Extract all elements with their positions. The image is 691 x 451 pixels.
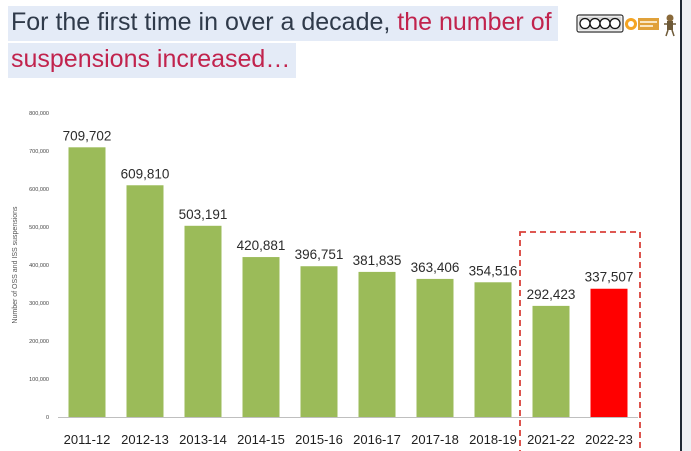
bar-value-label: 381,835 — [353, 253, 402, 268]
y-tick-label: 0 — [46, 415, 49, 421]
bar — [532, 305, 570, 417]
bar — [358, 271, 396, 417]
bar — [242, 257, 280, 417]
mascot-icon — [664, 14, 676, 37]
title-accent-text-2: suspensions increased… — [11, 45, 291, 73]
bar — [126, 185, 164, 417]
x-tick-label: 2011-12 — [64, 432, 111, 447]
title-accent-text: the number of — [390, 8, 552, 36]
slide-title: For the first time in over a decade, the… — [8, 6, 568, 80]
x-tick-label: 2017-18 — [411, 432, 459, 447]
cc-license-badge-icon — [576, 14, 624, 33]
y-tick-label: 200,000 — [29, 339, 49, 345]
x-tick-label: 2015-16 — [295, 432, 343, 447]
bar-value-label: 396,751 — [295, 247, 344, 262]
title-line-2: suspensions increased… — [8, 43, 297, 78]
bar-value-label: 354,516 — [469, 263, 518, 278]
y-tick-label: 800,000 — [29, 111, 49, 117]
window-edge — [680, 0, 691, 451]
window-edge-sliver — [682, 0, 691, 451]
bar-value-label: 292,423 — [527, 287, 576, 302]
x-tick-label: 2014-15 — [237, 432, 285, 447]
x-tick-label: 2012-13 — [121, 432, 169, 447]
y-axis-title: Number of OSS and ISS suspensions — [12, 206, 19, 324]
logo-group — [576, 14, 676, 37]
y-tick-label: 600,000 — [29, 187, 49, 193]
x-tick-label: 2022-23 — [585, 432, 633, 447]
y-tick-label: 100,000 — [29, 377, 49, 383]
title-line-1: For the first time in over a decade, the… — [8, 6, 558, 41]
center-logo-icon — [625, 18, 659, 30]
bar-value-label: 420,881 — [237, 238, 286, 253]
bar-value-label: 503,191 — [179, 207, 228, 222]
y-tick-label: 300,000 — [29, 301, 49, 307]
bar — [416, 278, 454, 417]
y-tick-label: 500,000 — [29, 225, 49, 231]
bar-value-label: 709,702 — [63, 128, 112, 143]
x-tick-label: 2021-22 — [527, 432, 575, 447]
bar — [590, 288, 628, 417]
bar — [68, 147, 106, 417]
bar-value-label: 337,507 — [585, 270, 634, 285]
x-tick-label: 2016-17 — [353, 432, 401, 447]
bar-value-label: 363,406 — [411, 260, 460, 275]
y-tick-label: 400,000 — [29, 263, 49, 269]
title-comma: , — [383, 8, 391, 36]
bar — [184, 225, 222, 417]
bar — [300, 266, 338, 417]
title-plain-text: For the first time in over a decade — [11, 8, 384, 36]
bar — [474, 282, 512, 417]
x-tick-label: 2018-19 — [469, 432, 517, 447]
y-tick-label: 700,000 — [29, 149, 49, 155]
bar-value-label: 609,810 — [121, 166, 170, 181]
x-tick-label: 2013-14 — [179, 432, 227, 447]
highlight-box — [519, 231, 641, 451]
